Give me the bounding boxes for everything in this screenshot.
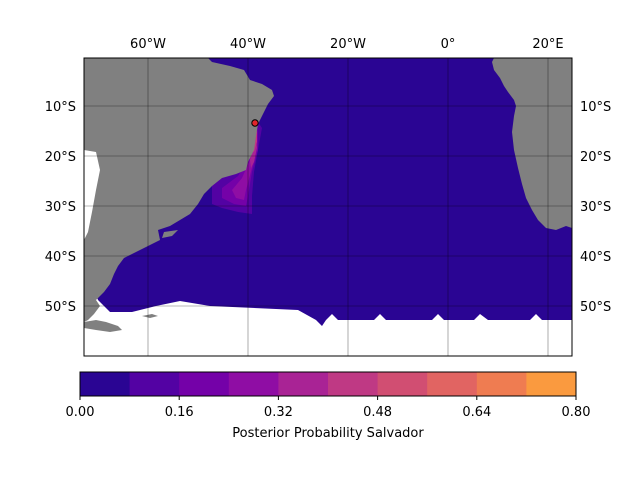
colorbar-tick-label: 0.16 [165,405,194,420]
lat-label: 20°S [580,150,611,165]
graticule [84,58,572,356]
latitude-labels-right: 10°S 20°S 30°S 40°S 50°S [580,100,611,315]
no-data-coast-left [84,150,100,240]
land-africa [492,58,572,230]
lon-label: 0° [441,37,456,52]
lat-label: 20°S [45,150,76,165]
lat-label: 40°S [580,250,611,265]
land-south-america [84,58,274,322]
colorbar-title: Posterior Probability Salvador [232,426,424,441]
colorbar-swatch [278,372,329,396]
lat-label: 40°S [45,250,76,265]
colorbar-swatch [228,372,279,396]
lat-label: 30°S [580,200,611,215]
colorbar-swatch [80,372,131,396]
lon-label: 20°W [330,37,366,52]
colorbar-tick-label: 0.00 [66,405,95,420]
colorbar-tick-label: 0.64 [462,405,491,420]
longitude-labels: 60°W 40°W 20°W 0° 20°E [130,37,564,52]
land-tierra-del-fuego [84,320,122,332]
lat-label: 50°S [45,300,76,315]
lon-label: 40°W [230,37,266,52]
colorbar-swatch [179,372,230,396]
map-panel [84,58,572,356]
colorbar-tick-label: 0.32 [264,405,293,420]
colorbar-ticks [79,396,577,400]
lat-label: 30°S [45,200,76,215]
colorbar-swatch [377,372,428,396]
probability-contour-level-3 [232,132,256,200]
map-frame [83,57,573,357]
lat-label: 50°S [580,300,611,315]
lon-label: 60°W [130,37,166,52]
colorbar-swatch [427,372,478,396]
lon-label: 20°E [532,37,563,52]
colorbar-swatch [328,372,379,396]
colorbar-swatch [129,372,180,396]
land-falkland-islands [142,314,158,318]
probability-contour-level-2 [222,128,258,206]
colorbar-tick-label: 0.48 [363,405,392,420]
colorbar-swatch [526,372,577,396]
latitude-labels-left: 10°S 20°S 30°S 40°S 50°S [45,100,76,315]
colorbar-swatch [476,372,527,396]
land-uruguay-coast [162,230,178,238]
salvador-marker [251,119,259,127]
colorbar-tick-label: 0.80 [562,405,591,420]
lat-label: 10°S [45,100,76,115]
colorbar: 0.00 0.16 0.32 0.48 0.64 0.80 Posterior … [66,371,591,441]
colorbar-swatches [80,372,577,396]
lat-label: 10°S [580,100,611,115]
colorbar-frame [79,371,577,397]
